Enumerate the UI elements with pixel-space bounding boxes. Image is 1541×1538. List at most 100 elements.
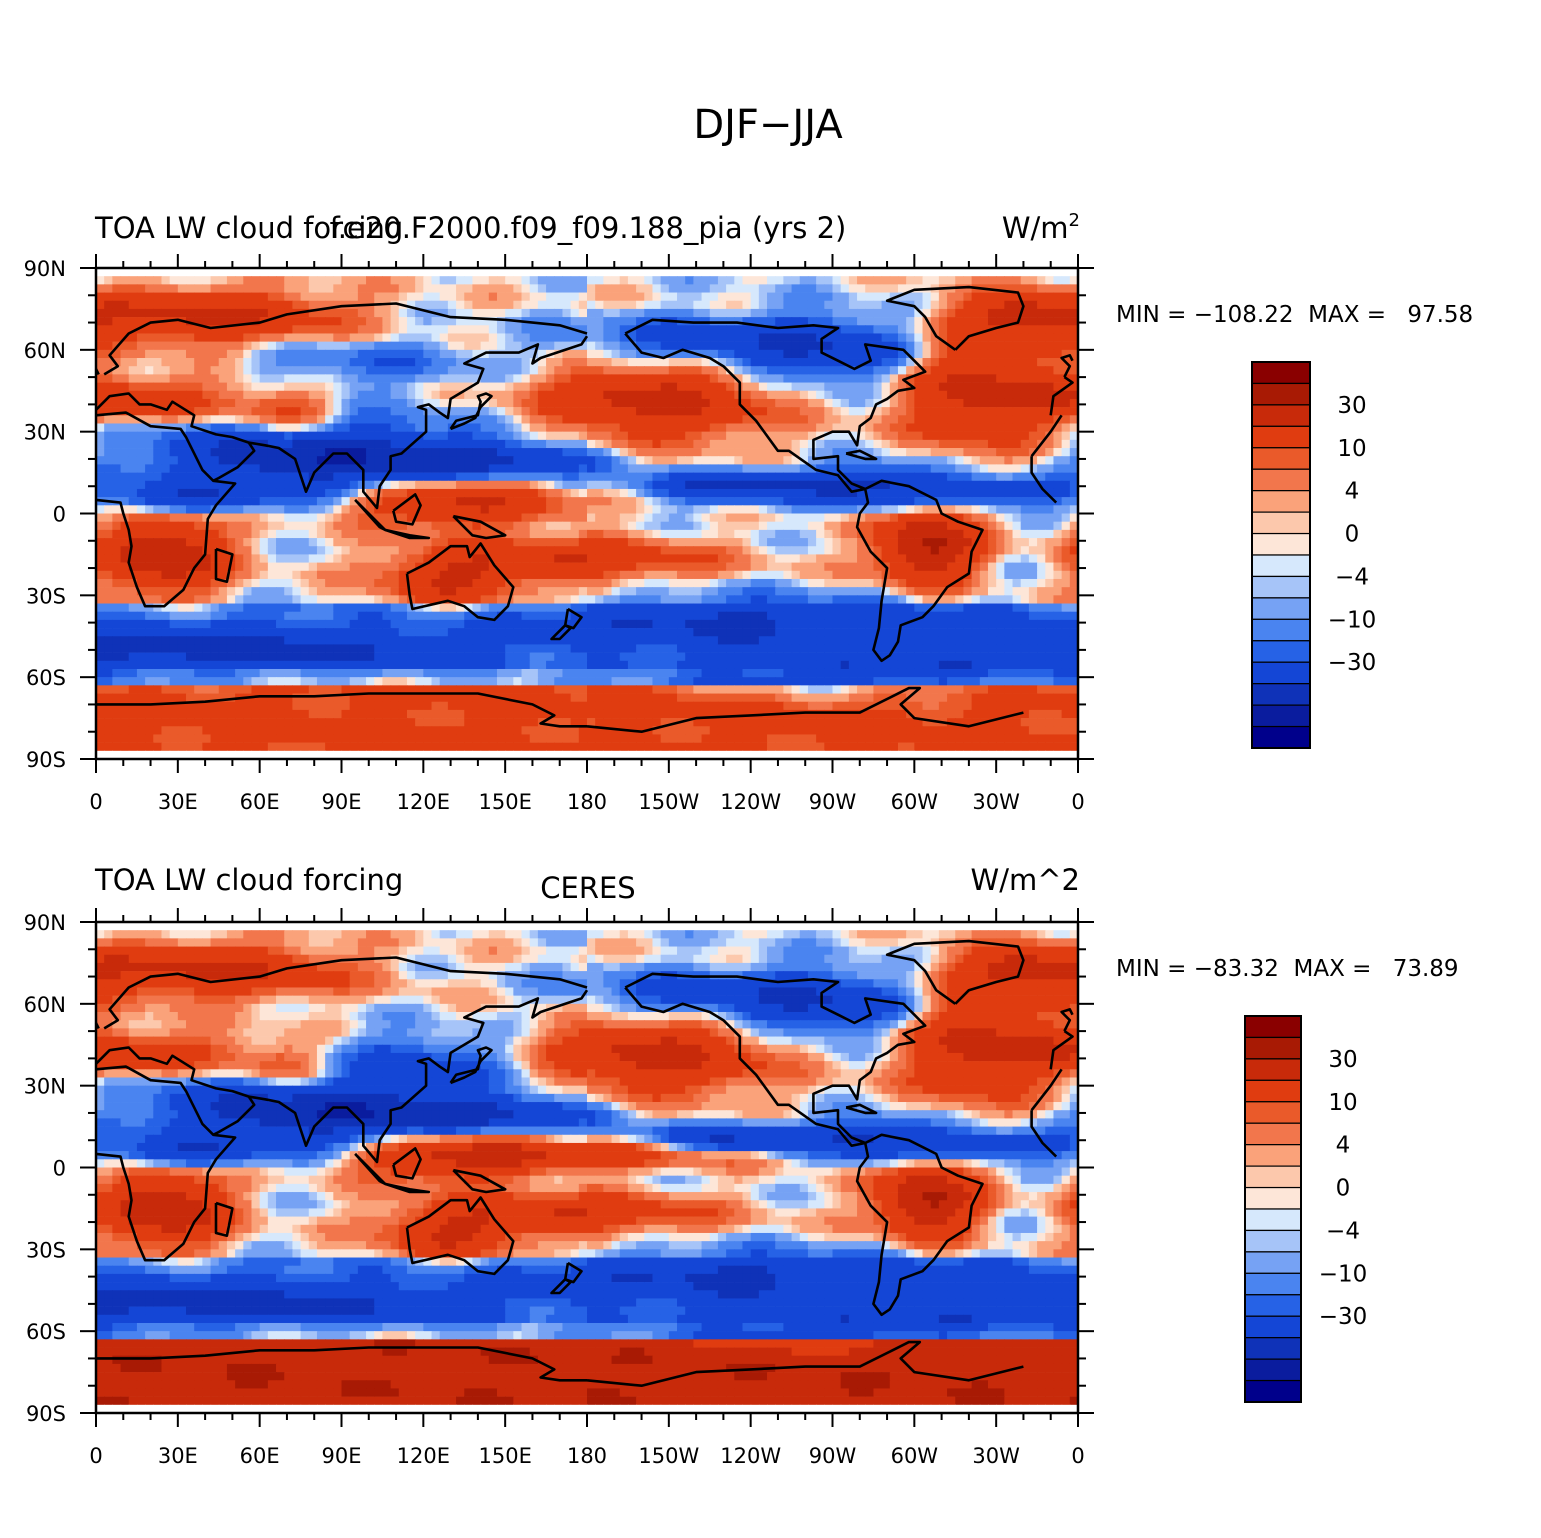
coastline (96, 1340, 1024, 1387)
coastline (392, 1147, 422, 1180)
coastline (449, 392, 493, 431)
panel-ceres-coastlines (94, 939, 1074, 1387)
lon-tick-label: 0 (89, 1444, 102, 1468)
colorbar-box (1244, 1186, 1302, 1210)
colorbar-box (1244, 1058, 1302, 1081)
colorbar-label: 0 (1336, 1176, 1351, 1202)
panel-model-ticks (80, 254, 1094, 773)
lon-tick-label: 0 (1071, 790, 1084, 814)
colorbar-box (1251, 511, 1311, 535)
coastline (563, 1261, 583, 1284)
colorbar-box (1244, 1165, 1302, 1189)
lat-tick-label: 60S (26, 1320, 66, 1344)
coastline (855, 479, 984, 663)
panel-ceres-colorbar: 30 10 4 0 −4 −10 −30 (1244, 1015, 1367, 1403)
colorbar-label: 30 (1337, 393, 1366, 419)
lon-tick-label: 120E (397, 790, 450, 814)
coastline (95, 1065, 1063, 1262)
coastline (550, 624, 572, 641)
lon-tick-label: 0 (1071, 1444, 1084, 1468)
panel-model-units: W/m2 (1002, 210, 1080, 245)
colorbar-box (1251, 447, 1311, 470)
colorbar-box (1244, 1101, 1302, 1124)
coastline (855, 1133, 984, 1317)
lat-tick-label: 90N (24, 257, 66, 281)
colorbar-box (1251, 618, 1311, 642)
colorbar-box (1251, 382, 1311, 406)
panel-model-colorbar: 30 10 4 0 −4 −10 −30 (1251, 361, 1377, 749)
colorbar-label: 4 (1336, 1133, 1351, 1159)
colorbar-box (1244, 1144, 1302, 1167)
lat-tick-label: 30N (24, 1075, 66, 1099)
colorbar-box (1244, 1122, 1302, 1146)
colorbar-label: 4 (1345, 479, 1360, 505)
lat-tick-label: 30N (24, 421, 66, 445)
coastline (95, 392, 256, 482)
panel-model-min-max: MIN = −108.22 MAX = 97.58 (1116, 302, 1473, 328)
coastline (248, 989, 589, 1164)
colorbar-box (1244, 1337, 1302, 1360)
coastline (550, 1278, 572, 1295)
colorbar-box (1251, 361, 1311, 385)
panel-ceres-field (96, 922, 1078, 1413)
colorbar-box (1251, 490, 1311, 513)
colorbar-label: −4 (1335, 564, 1369, 590)
coastline (392, 493, 422, 526)
coastline (405, 542, 515, 622)
coastline (96, 686, 1024, 733)
lon-tick-label: 120E (397, 1444, 450, 1468)
lat-tick-label: 90S (26, 1402, 66, 1426)
panel-ceres-tick-labels: 0 30E 60E 90E 120E 150E 180 150W 120W 90W 60W 30W 09… (24, 911, 1085, 1468)
colorbar-box (1251, 683, 1311, 706)
coastline (452, 514, 507, 540)
colorbar-box (1251, 532, 1311, 556)
colorbar-box (1251, 597, 1311, 620)
panel-ceres-min-max: MIN = −83.32 MAX = 73.89 (1116, 956, 1459, 982)
lon-tick-label: 150W (638, 1444, 699, 1468)
colorbar-box (1251, 468, 1311, 492)
colorbar-box (1244, 1208, 1302, 1232)
lon-tick-label: 180 (567, 1444, 607, 1468)
colorbar-box (1251, 425, 1311, 449)
lon-tick-label: 60E (240, 1444, 280, 1468)
panel-model-center-string: f.e20.F2000.f09_f09.188_pia (yrs 2) (330, 211, 847, 245)
colorbar-label: −10 (1328, 607, 1377, 633)
lon-tick-label: 120W (720, 790, 781, 814)
lat-tick-label: 0 (53, 1157, 66, 1181)
panel-model-coastlines (94, 285, 1074, 733)
lat-tick-label: 0 (53, 503, 66, 527)
coastline (452, 1168, 507, 1194)
colorbar-box (1251, 661, 1311, 685)
lon-tick-label: 30E (158, 790, 198, 814)
colorbar-label: 10 (1328, 1090, 1357, 1116)
colorbar-box (1244, 1229, 1302, 1253)
colorbar-box (1244, 1294, 1302, 1317)
panel-ceres-center-string: CERES (540, 871, 635, 905)
colorbar-frame (1244, 1015, 1302, 1403)
lat-tick-label: 60N (24, 993, 66, 1017)
panel-ceres: TOA LW cloud forcing CERES W/m^2 0 30E 60E… (24, 863, 1459, 1468)
colorbar-frame (1251, 361, 1311, 749)
lon-tick-label: 30W (972, 790, 1020, 814)
lon-tick-label: 90W (809, 1444, 857, 1468)
panel-ceres-map (96, 922, 1078, 1413)
lon-tick-label: 150E (478, 790, 531, 814)
lon-tick-label: 60W (891, 790, 939, 814)
lat-tick-label: 30S (26, 1238, 66, 1262)
colorbar-box (1251, 575, 1311, 599)
colorbar-box (1244, 1315, 1302, 1339)
lat-tick-label: 90N (24, 911, 66, 935)
lon-tick-label: 150E (478, 1444, 531, 1468)
colorbar-box (1244, 1358, 1302, 1382)
colorbar-box (1244, 1251, 1302, 1274)
panel-ceres-units: W/m^2 (971, 863, 1080, 897)
panel-model: TOA LW cloud forcing f.e20.F2000.f09_f09… (24, 210, 1474, 814)
coastline (624, 318, 927, 493)
lon-tick-label: 120W (720, 1444, 781, 1468)
colorbar-box (1251, 554, 1311, 578)
colorbar-label: −30 (1328, 650, 1377, 676)
coastline (845, 1103, 878, 1115)
coastline (449, 1046, 493, 1085)
colorbar-box (1244, 1079, 1302, 1103)
